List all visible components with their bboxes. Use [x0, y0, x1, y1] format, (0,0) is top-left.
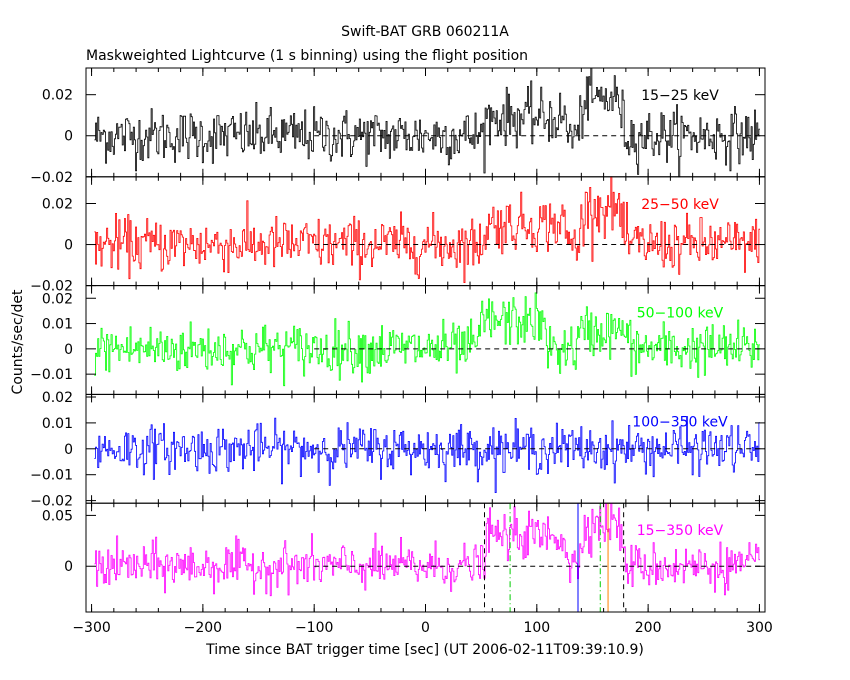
panel-3: −0.02 −0.01 0 0.01 0.02 100−350 keV: [30, 390, 766, 510]
y-tick-label-1-0: −0.02: [30, 279, 73, 295]
x-tick-label-2: −100: [295, 620, 333, 636]
lightcurve-trace-3: [94, 416, 760, 493]
y-tick-label-4-1: 0.05: [42, 508, 73, 524]
y-tick-label-2-0: −0.01: [30, 367, 73, 383]
y-tick-label-3-1: −0.01: [30, 468, 73, 484]
y-tick-label-3-2: 0: [64, 442, 73, 458]
x-tick-label-0: −300: [72, 620, 110, 636]
y-tick-label-2-1: 0: [64, 342, 73, 358]
y-tick-label-0-1: 0: [64, 129, 73, 145]
chart-title: Swift-BAT GRB 060211A: [341, 24, 509, 40]
band-label-2: 50−100 keV: [637, 306, 724, 322]
band-label-4: 15−350 keV: [637, 523, 724, 539]
y-tick-label-2-3: 0.02: [42, 291, 73, 307]
y-tick-label-0-0: −0.02: [30, 170, 73, 186]
band-label-1: 25−50 keV: [641, 197, 719, 213]
panel-2: −0.01 0 0.01 0.02 50−100 keV: [30, 285, 766, 395]
x-axis-label: Time since BAT trigger time [sec] (UT 20…: [205, 642, 644, 658]
x-tick-label-3: 0: [421, 620, 430, 636]
y-tick-label-3-3: 0.01: [42, 416, 73, 432]
band-label-3: 100−350 keV: [632, 414, 728, 430]
x-tick-label-5: 200: [635, 620, 662, 636]
y-tick-label-2-2: 0.01: [42, 317, 73, 333]
chart-subtitle: Maskweighted Lightcurve (1 s binning) us…: [86, 48, 528, 64]
y-tick-label-0-2: 0.02: [42, 88, 73, 104]
y-tick-label-1-2: 0.02: [42, 196, 73, 212]
x-tick-label-6: 300: [746, 620, 773, 636]
panel-4: 0 0.05 15−350 keV: [42, 502, 766, 613]
y-tick-label-1-1: 0: [64, 238, 73, 254]
y-tick-label-3-0: −0.02: [30, 494, 73, 510]
panel-frame-2: [85, 285, 766, 395]
band-label-0: 15−25 keV: [641, 88, 719, 104]
x-tick-label-1: −200: [184, 620, 222, 636]
y-tick-label-4-0: 0: [64, 559, 73, 575]
lightcurve-trace-2: [94, 292, 760, 387]
y-axis-label: Counts/sec/det: [10, 289, 26, 394]
x-tick-label-4: 100: [523, 620, 550, 636]
panel-1: −0.02 0 0.02 25−50 keV: [30, 176, 766, 295]
lightcurve-trace-1: [94, 176, 760, 283]
y-tick-label-3-4: 0.02: [42, 390, 73, 406]
panel-frame-1: [85, 176, 766, 287]
lightcurve-trace-4: [94, 502, 760, 597]
lightcurve-trace-0: [94, 67, 760, 178]
panel-0: −0.02 0 0.02 15−25 keV: [30, 67, 766, 186]
